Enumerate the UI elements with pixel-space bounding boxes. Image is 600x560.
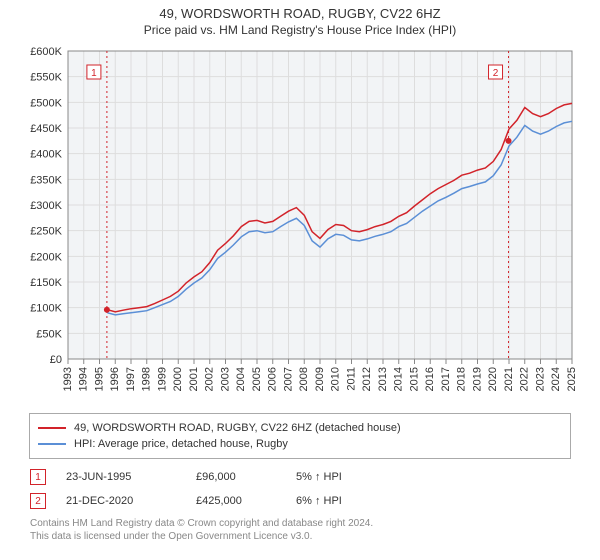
marker-badge: 2 (30, 493, 46, 509)
svg-text:2009: 2009 (314, 367, 326, 391)
svg-text:2010: 2010 (330, 367, 342, 391)
svg-text:2005: 2005 (251, 367, 263, 391)
svg-text:2017: 2017 (440, 367, 452, 391)
svg-text:£550K: £550K (30, 72, 62, 84)
svg-text:2023: 2023 (534, 367, 546, 391)
svg-text:2015: 2015 (408, 367, 420, 391)
svg-text:2013: 2013 (377, 367, 389, 391)
footer-line: This data is licensed under the Open Gov… (30, 530, 570, 543)
legend-swatch (38, 427, 66, 429)
svg-text:2000: 2000 (172, 367, 184, 391)
svg-text:2018: 2018 (456, 367, 468, 391)
svg-text:2016: 2016 (424, 367, 436, 391)
page-title: 49, WORDSWORTH ROAD, RUGBY, CV22 6HZ (0, 6, 600, 21)
marker-table: 1 23-JUN-1995 £96,000 5% ↑ HPI 2 21-DEC-2020 £… (30, 465, 570, 513)
svg-text:2004: 2004 (235, 367, 247, 391)
svg-text:2020: 2020 (487, 367, 499, 391)
svg-text:2014: 2014 (393, 367, 405, 391)
svg-text:2003: 2003 (219, 367, 231, 391)
svg-text:2008: 2008 (298, 367, 310, 391)
legend-box: 49, WORDSWORTH ROAD, RUGBY, CV22 6HZ (de… (29, 413, 571, 459)
svg-text:1998: 1998 (141, 367, 153, 391)
marker-date: 21-DEC-2020 (66, 495, 176, 507)
svg-text:2025: 2025 (566, 367, 578, 391)
svg-text:2: 2 (493, 68, 499, 79)
svg-text:£450K: £450K (30, 123, 62, 135)
svg-text:£100K: £100K (30, 303, 62, 315)
legend-row: 49, WORDSWORTH ROAD, RUGBY, CV22 6HZ (de… (38, 420, 562, 436)
marker-row: 2 21-DEC-2020 £425,000 6% ↑ HPI (30, 489, 570, 513)
svg-text:1996: 1996 (109, 367, 121, 391)
marker-date: 23-JUN-1995 (66, 471, 176, 483)
svg-text:2001: 2001 (188, 367, 200, 391)
svg-text:1994: 1994 (78, 367, 90, 391)
svg-text:£0: £0 (50, 354, 62, 366)
marker-row: 1 23-JUN-1995 £96,000 5% ↑ HPI (30, 465, 570, 489)
svg-text:£500K: £500K (30, 97, 62, 109)
svg-text:2007: 2007 (282, 367, 294, 391)
svg-text:£50K: £50K (36, 328, 62, 340)
footer-line: Contains HM Land Registry data © Crown c… (30, 517, 570, 530)
svg-text:1999: 1999 (156, 367, 168, 391)
marker-price: £96,000 (196, 471, 276, 483)
svg-text:£600K: £600K (30, 46, 62, 58)
svg-text:2019: 2019 (471, 367, 483, 391)
legend-swatch (38, 443, 66, 445)
svg-text:1: 1 (91, 68, 97, 79)
marker-badge: 1 (30, 469, 46, 485)
svg-text:£300K: £300K (30, 200, 62, 212)
svg-text:1993: 1993 (62, 367, 74, 391)
svg-text:£350K: £350K (30, 174, 62, 186)
footer-attribution: Contains HM Land Registry data © Crown c… (30, 517, 570, 543)
price-chart: £0 £50K £100K £150K £200K £250K £300K £350K £400… (20, 45, 580, 405)
svg-text:2024: 2024 (550, 367, 562, 391)
svg-text:£150K: £150K (30, 277, 62, 289)
svg-text:2006: 2006 (267, 367, 279, 391)
svg-text:2012: 2012 (361, 367, 373, 391)
svg-text:£400K: £400K (30, 149, 62, 161)
marker-hpi: 6% ↑ HPI (296, 495, 342, 507)
svg-text:1997: 1997 (125, 367, 137, 391)
page-subtitle: Price paid vs. HM Land Registry's House … (0, 23, 600, 37)
svg-text:£200K: £200K (30, 251, 62, 263)
svg-text:2022: 2022 (519, 367, 531, 391)
legend-label: HPI: Average price, detached house, Rugb… (74, 436, 288, 452)
marker-price: £425,000 (196, 495, 276, 507)
svg-text:1995: 1995 (93, 367, 105, 391)
svg-text:2002: 2002 (204, 367, 216, 391)
svg-text:2021: 2021 (503, 367, 515, 391)
marker-hpi: 5% ↑ HPI (296, 471, 342, 483)
legend-row: HPI: Average price, detached house, Rugb… (38, 436, 562, 452)
legend-label: 49, WORDSWORTH ROAD, RUGBY, CV22 6HZ (de… (74, 420, 401, 436)
svg-text:2011: 2011 (345, 367, 357, 391)
svg-text:£250K: £250K (30, 226, 62, 238)
